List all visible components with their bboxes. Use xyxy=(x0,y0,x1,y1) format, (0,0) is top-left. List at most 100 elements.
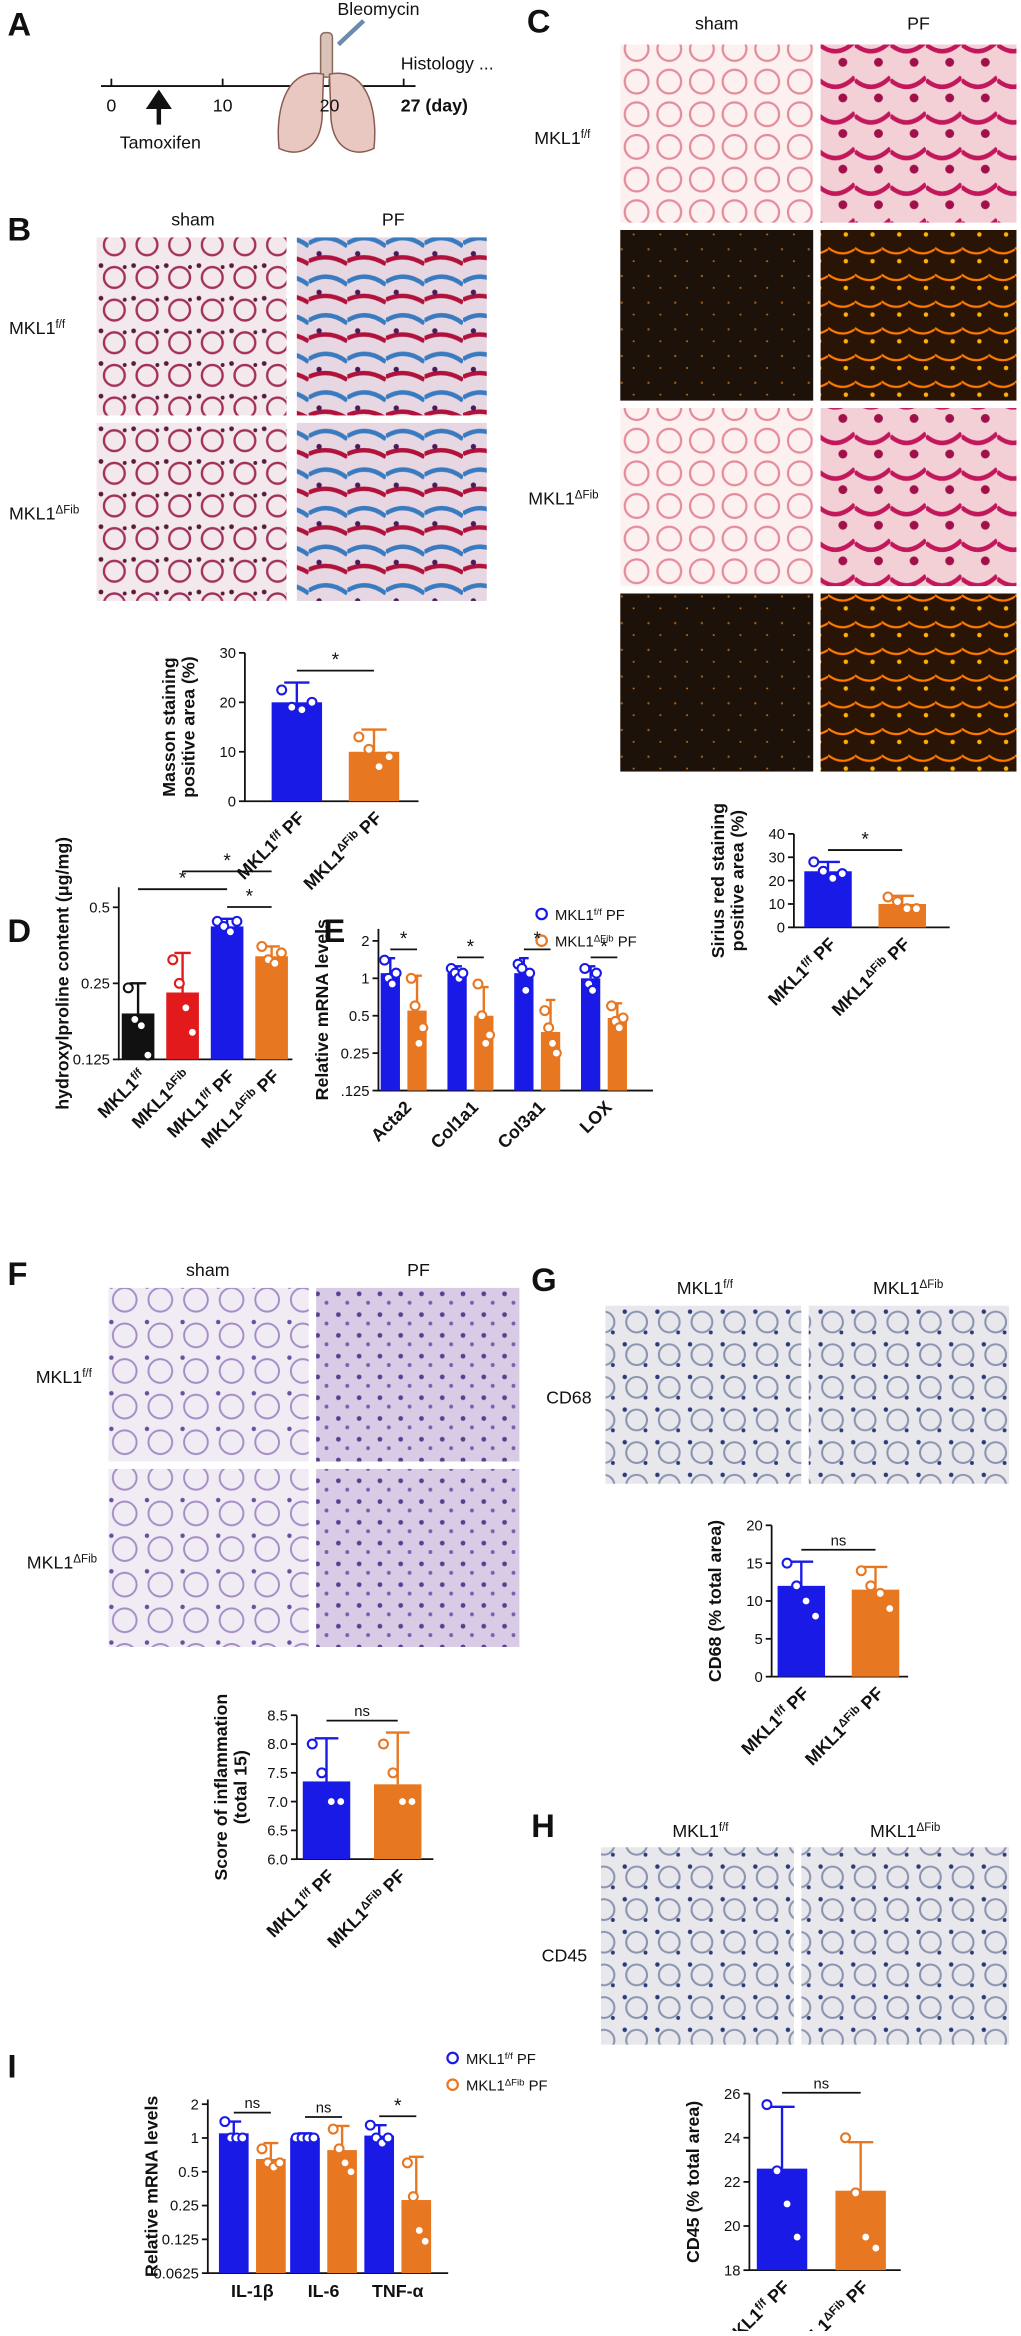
column-label: MKL1f/f xyxy=(672,1821,729,1841)
micrograph xyxy=(96,422,287,601)
error-bar xyxy=(385,1731,410,1785)
panel-letter: F xyxy=(8,1255,28,1292)
micrograph xyxy=(108,1287,309,1462)
drug-label: Bleomycin xyxy=(337,0,419,19)
data-point xyxy=(296,704,308,716)
y-axis-label: positive area (%) xyxy=(727,810,747,952)
y-tick-label: 8.0 xyxy=(267,1737,288,1753)
bar xyxy=(851,1589,900,1677)
data-point xyxy=(850,2187,862,2199)
significance-label: * xyxy=(246,887,254,908)
treatment-label: Tamoxifen xyxy=(120,132,201,152)
x-tick-label: Acta2 xyxy=(367,1097,415,1145)
bar-chart: 0 5 10 15 20 CD68 (% total area) MKL1f/f PFMKL… xyxy=(705,1519,909,1769)
data-point xyxy=(167,954,179,966)
data-point xyxy=(377,1738,389,1750)
data-point xyxy=(884,1603,896,1615)
error-bar xyxy=(848,2140,874,2191)
y-tick-label: 18 xyxy=(724,2263,741,2279)
micrograph xyxy=(296,237,487,416)
column-label: PF xyxy=(382,210,405,230)
data-point xyxy=(180,1002,192,1014)
data-point xyxy=(413,2224,425,2236)
data-point xyxy=(142,1049,154,1061)
data-point xyxy=(910,903,922,915)
micrograph xyxy=(605,1305,802,1484)
data-point xyxy=(860,2231,872,2243)
y-tick-label: 20 xyxy=(220,696,237,712)
data-point xyxy=(810,1610,822,1622)
data-point xyxy=(836,868,848,880)
legend-marker xyxy=(446,2078,459,2092)
micrograph xyxy=(96,237,287,416)
error-bar xyxy=(129,982,147,1014)
error-bar xyxy=(284,681,310,703)
y-tick-label: 20 xyxy=(768,874,785,890)
data-point xyxy=(472,978,484,990)
panel-letter: D xyxy=(8,912,32,949)
row-label: CD45 xyxy=(542,1946,588,1966)
x-tick-label: MKL1ΔFib PF xyxy=(786,2277,872,2331)
y-tick-label: 26 xyxy=(724,2087,741,2103)
timeline: Bleomycin Histology ... 0 10 20 27 (day)… xyxy=(100,0,494,153)
y-tick-label: 30 xyxy=(220,646,237,662)
data-point xyxy=(256,2143,268,2155)
y-tick-label: 10 xyxy=(220,745,237,761)
x-tick-label: Col3a1 xyxy=(494,1097,549,1152)
y-axis-label: CD68 (% total area) xyxy=(705,1520,725,1682)
bar xyxy=(210,926,244,1060)
bar xyxy=(474,1015,494,1091)
data-point xyxy=(800,1595,812,1607)
row-label: MKL1ΔFib xyxy=(9,503,79,523)
data-point xyxy=(379,954,391,966)
bar xyxy=(607,1017,627,1091)
significance-label: * xyxy=(394,2096,402,2117)
column-label: MKL1f/f xyxy=(677,1278,734,1298)
data-point xyxy=(781,1557,793,1569)
y-tick-label: 7.5 xyxy=(267,1766,288,1782)
x-tick-label: MKL1f/f PF xyxy=(764,934,840,1010)
significance-label: ns xyxy=(354,1704,370,1720)
data-point xyxy=(882,891,894,903)
data-point xyxy=(276,684,288,696)
y-tick-label: 1 xyxy=(191,2131,199,2147)
day-label: 0 xyxy=(106,95,116,115)
data-point xyxy=(186,1026,198,1038)
data-point xyxy=(325,1796,337,1808)
x-tick-label: IL-1β xyxy=(231,2281,274,2301)
y-tick-label: 0.125 xyxy=(162,2233,199,2249)
x-tick-label: IL-6 xyxy=(308,2281,340,2301)
data-point xyxy=(364,2119,376,2131)
y-tick-label: 0.25 xyxy=(81,977,110,993)
data-point xyxy=(413,1037,425,1049)
data-point xyxy=(405,972,417,984)
data-point xyxy=(327,2123,339,2135)
y-tick-label: 2 xyxy=(361,934,369,950)
data-point xyxy=(613,1022,625,1034)
legend-marker xyxy=(535,934,548,948)
y-tick-label: 5 xyxy=(754,1632,762,1648)
data-point xyxy=(237,2132,249,2144)
data-point xyxy=(406,1796,418,1808)
data-point xyxy=(539,1005,551,1017)
data-point xyxy=(373,761,385,773)
significance-label: * xyxy=(332,650,340,671)
bar xyxy=(380,973,400,1091)
bar xyxy=(166,992,199,1060)
row-label: MKL1ΔFib xyxy=(528,488,598,508)
y-tick-label: 0 xyxy=(228,794,236,810)
data-point xyxy=(308,2132,320,2144)
y-tick-label: .125 xyxy=(341,1084,370,1100)
column-label: MKL1ΔFib xyxy=(873,1278,943,1298)
data-point xyxy=(269,957,281,969)
x-tick-label: TNF-α xyxy=(372,2281,424,2301)
micrograph xyxy=(620,408,814,587)
data-point xyxy=(122,982,134,994)
panel-letter: B xyxy=(8,210,32,247)
data-point xyxy=(316,1767,328,1779)
y-tick-label: 0.5 xyxy=(89,900,110,916)
data-point xyxy=(550,1047,562,1059)
y-axis-label: Relative mRNA levels xyxy=(141,2096,161,2277)
data-point xyxy=(219,2116,231,2128)
